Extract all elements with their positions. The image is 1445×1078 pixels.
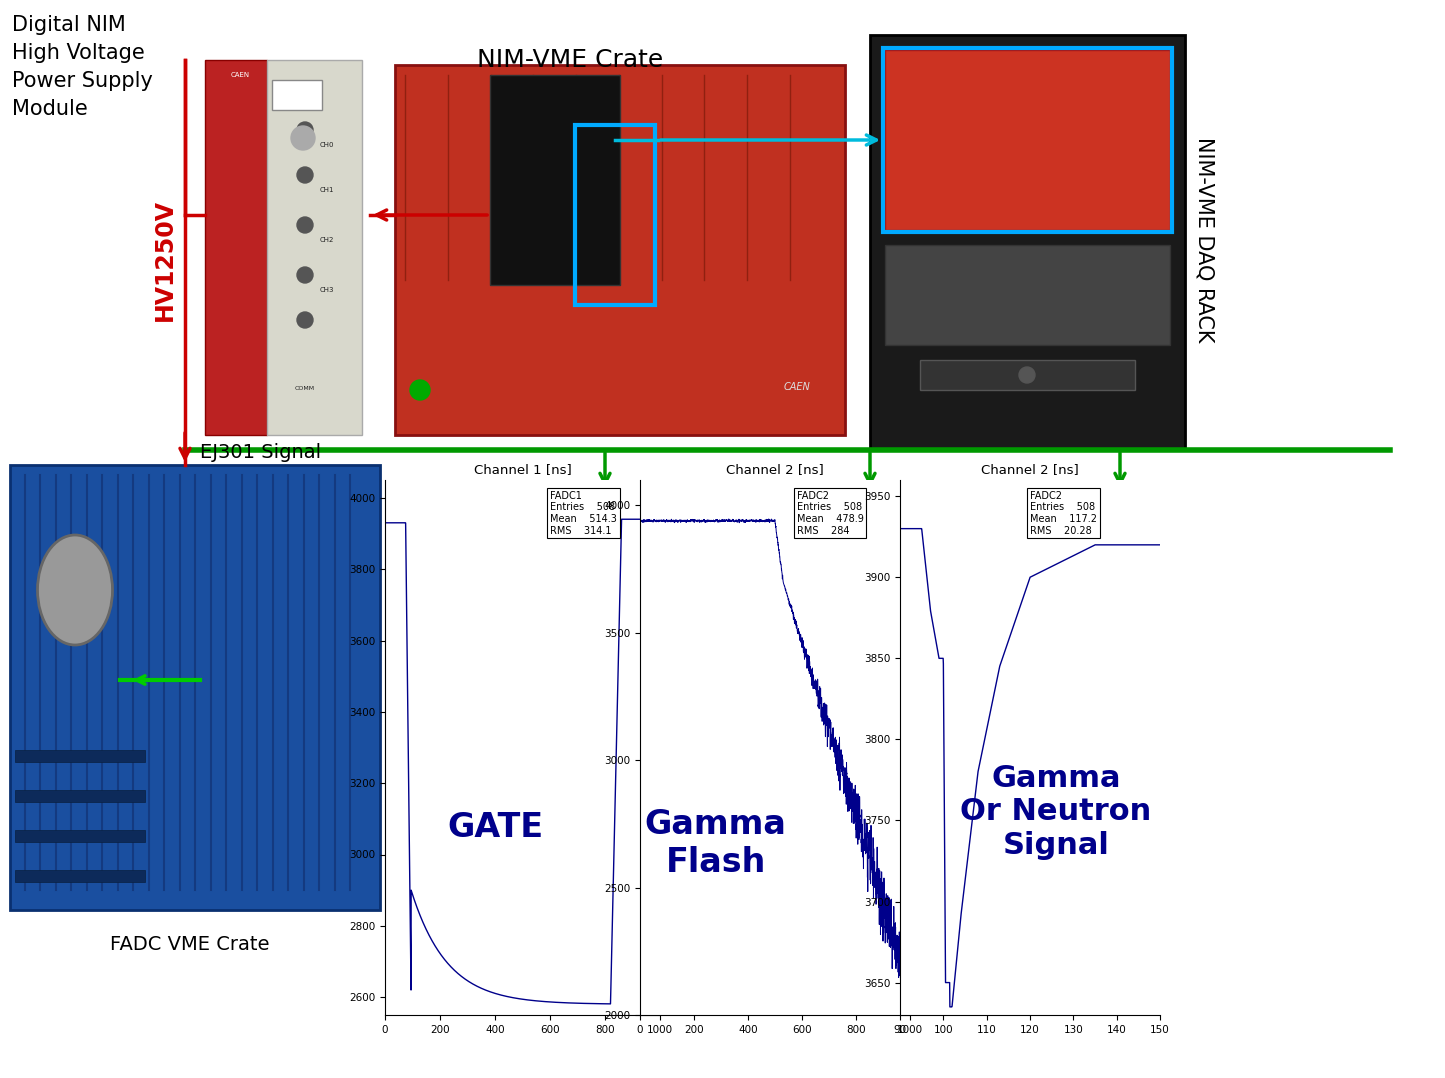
Title: Channel 2 [ns]: Channel 2 [ns] <box>727 464 824 476</box>
Circle shape <box>298 167 314 183</box>
Text: CH2: CH2 <box>319 237 334 243</box>
Bar <box>205 60 267 436</box>
Bar <box>14 790 144 802</box>
Circle shape <box>298 267 314 284</box>
Circle shape <box>298 217 314 233</box>
Text: CAEN: CAEN <box>783 382 811 392</box>
Bar <box>870 34 1185 450</box>
Bar <box>575 125 655 305</box>
Bar <box>883 49 1172 232</box>
Bar <box>272 80 322 110</box>
Circle shape <box>290 126 315 150</box>
Title: Channel 1 [ns]: Channel 1 [ns] <box>474 464 571 476</box>
Text: GATE: GATE <box>447 812 543 844</box>
Text: FADC2
Entries    508
Mean    117.2
RMS    20.28: FADC2 Entries 508 Mean 117.2 RMS 20.28 <box>1030 490 1097 536</box>
Circle shape <box>1019 367 1035 383</box>
Ellipse shape <box>38 535 113 645</box>
Circle shape <box>298 312 314 328</box>
Bar <box>394 65 845 436</box>
Text: CAEN: CAEN <box>230 72 250 78</box>
Bar <box>14 750 144 762</box>
Bar <box>14 870 144 882</box>
Bar <box>884 245 1170 345</box>
Text: EJ301 Signal: EJ301 Signal <box>199 443 321 462</box>
Circle shape <box>410 381 431 400</box>
Bar <box>267 60 363 436</box>
Text: Gamma
Or Neutron
Signal: Gamma Or Neutron Signal <box>961 763 1152 860</box>
Bar <box>10 465 380 910</box>
Bar <box>920 360 1134 390</box>
Text: COMM: COMM <box>295 386 315 391</box>
Text: Digital NIM
High Voltage
Power Supply
Module: Digital NIM High Voltage Power Supply Mo… <box>12 15 153 119</box>
Text: HV1250V: HV1250V <box>153 199 176 321</box>
Text: Gamma
Flash: Gamma Flash <box>644 808 786 880</box>
Text: FADC VME Crate: FADC VME Crate <box>110 935 270 954</box>
Bar <box>490 75 620 285</box>
Bar <box>884 50 1170 230</box>
Text: CH1: CH1 <box>319 186 334 193</box>
Text: CH0: CH0 <box>319 142 334 148</box>
Text: FADC1
Entries    508
Mean    514.3
RMS    314.1: FADC1 Entries 508 Mean 514.3 RMS 314.1 <box>551 490 617 536</box>
Text: CH3: CH3 <box>319 287 334 293</box>
Circle shape <box>298 122 314 138</box>
Bar <box>14 830 144 842</box>
Title: Channel 2 [ns]: Channel 2 [ns] <box>981 464 1079 476</box>
Text: NIM-VME Crate: NIM-VME Crate <box>477 49 663 72</box>
Text: FADC2
Entries    508
Mean    478.9
RMS    284: FADC2 Entries 508 Mean 478.9 RMS 284 <box>796 490 864 536</box>
Text: NIM-VME DAQ RACK: NIM-VME DAQ RACK <box>1195 137 1215 343</box>
